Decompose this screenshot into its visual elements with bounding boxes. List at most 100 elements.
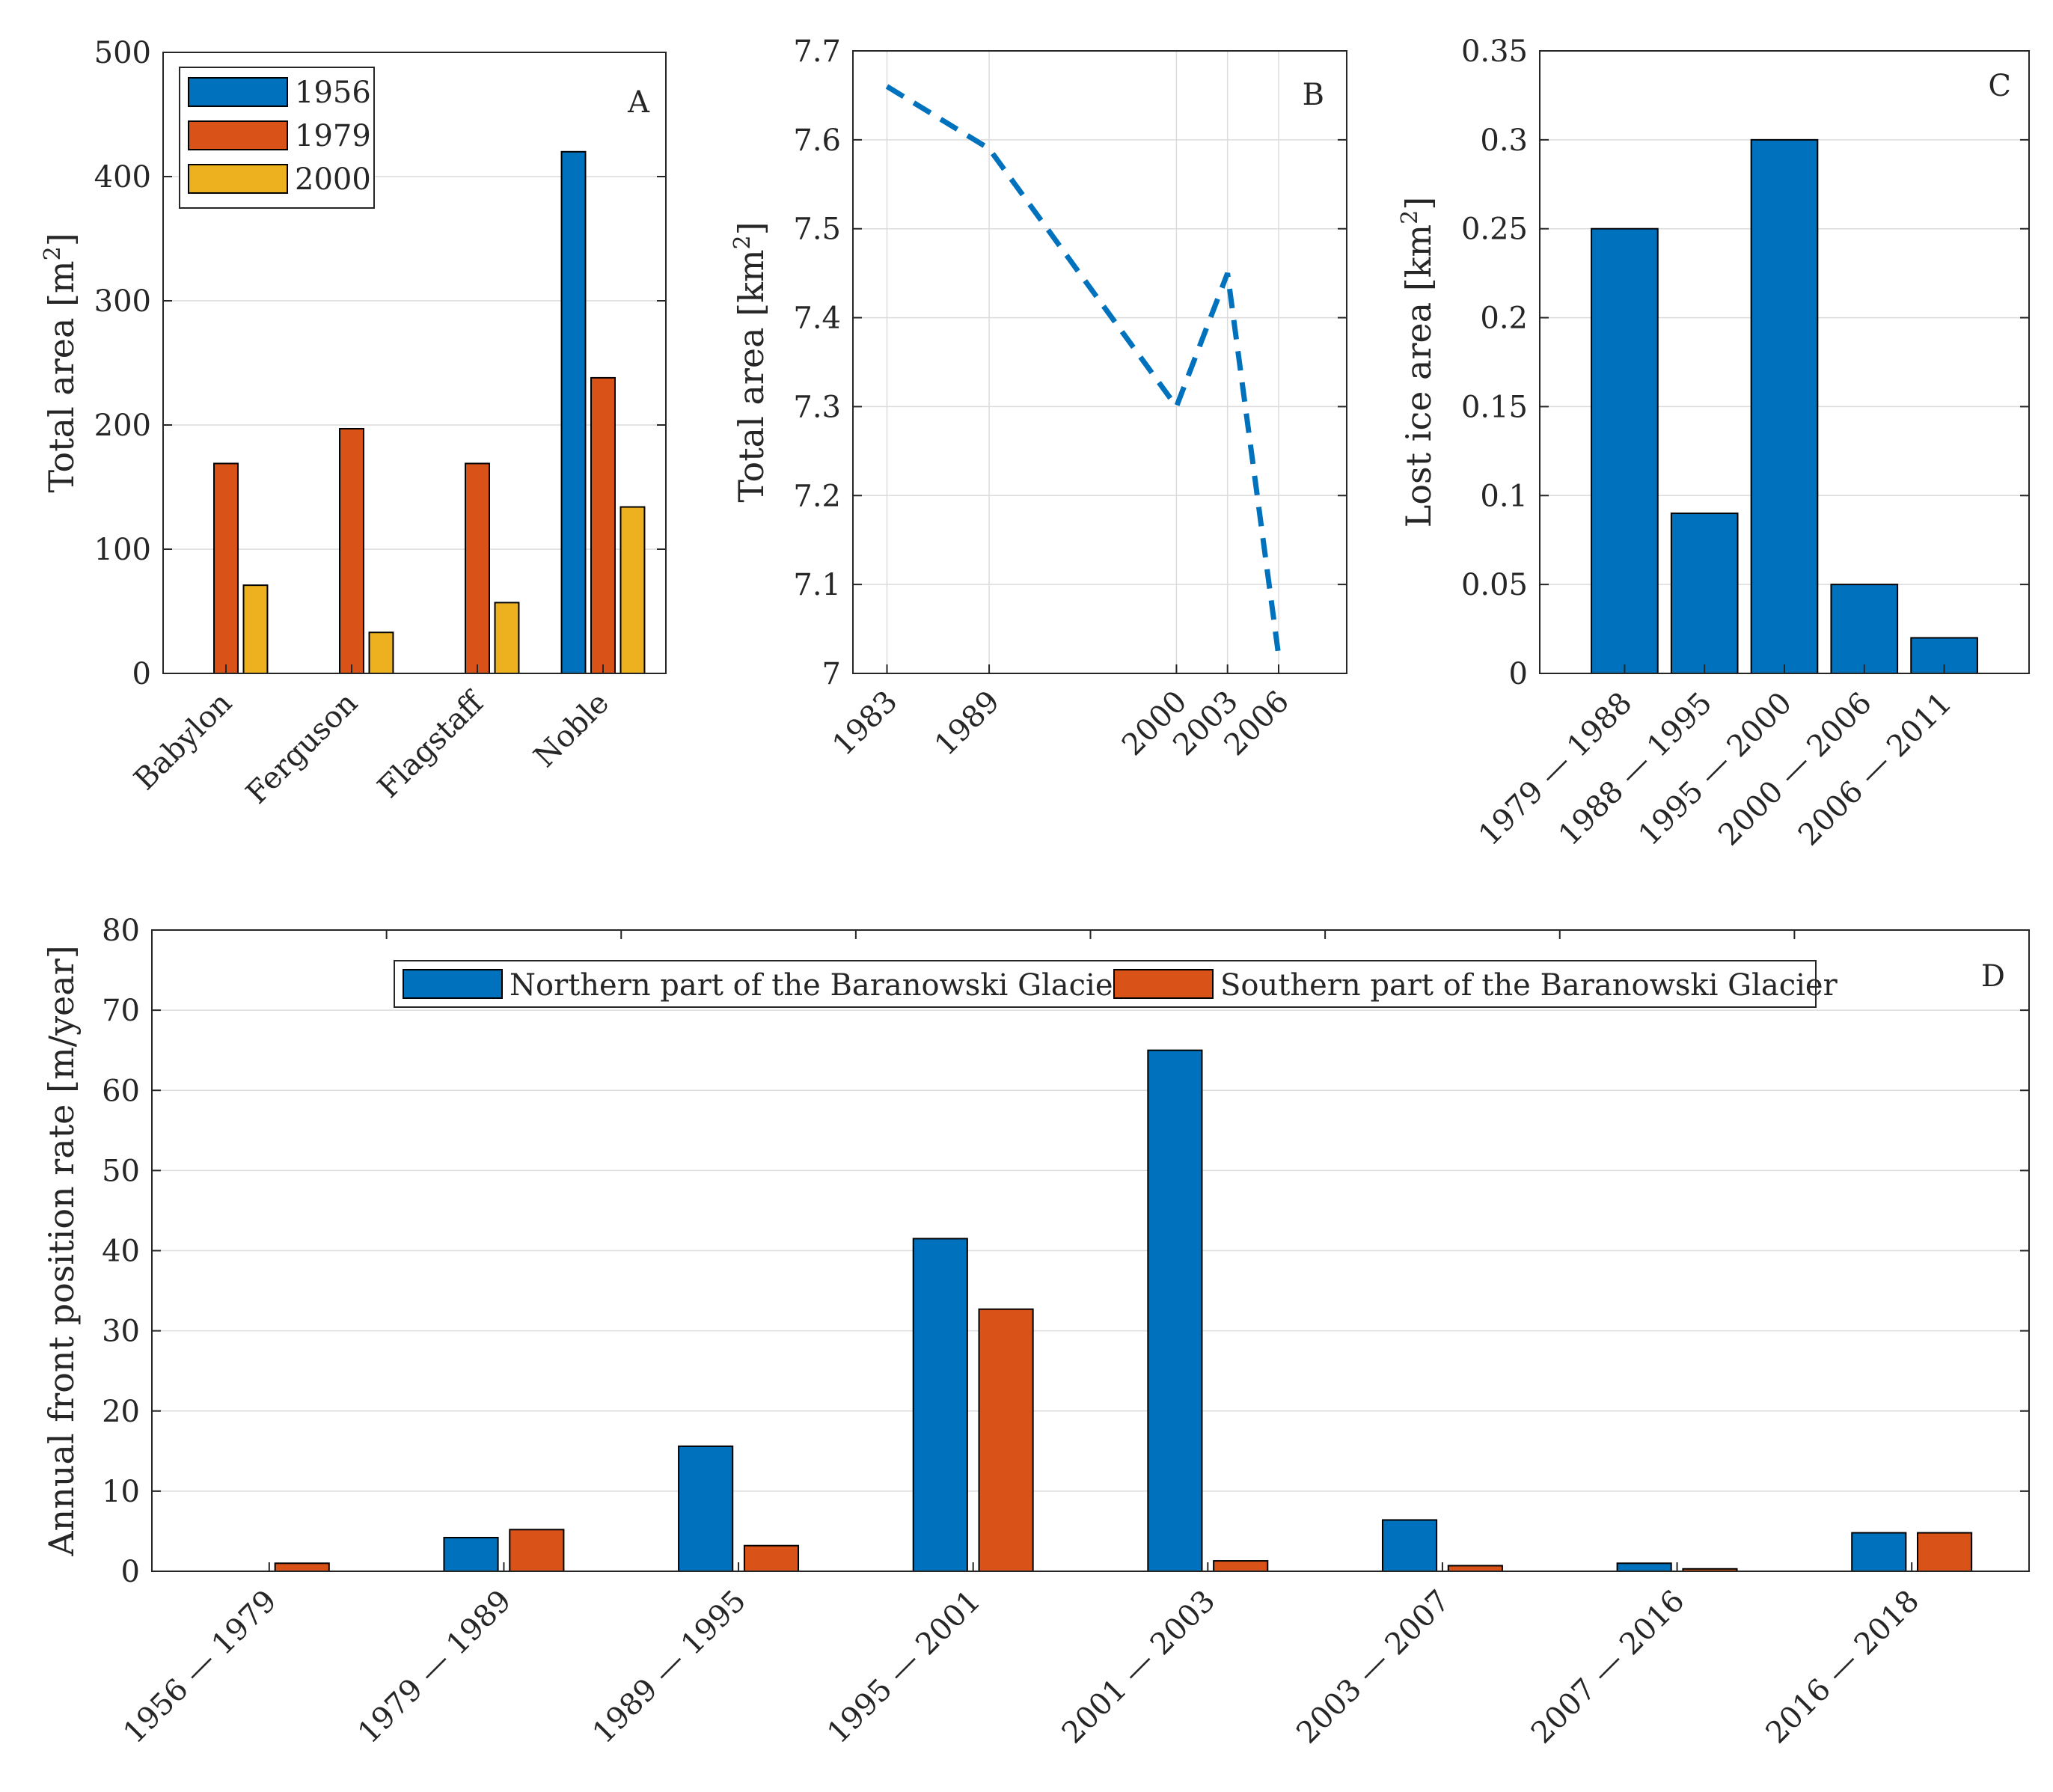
y-tick-label: 80 — [102, 914, 140, 948]
bar-northern — [1147, 1049, 1203, 1572]
x-tick-label: Flagstaff — [371, 685, 492, 805]
y-tick-label: 100 — [94, 533, 151, 567]
x-tick-label: 1989 — [928, 685, 1007, 763]
bar-1979 — [590, 376, 616, 674]
panel-letter: C — [1988, 69, 2011, 103]
y-tick-label: 7.3 — [793, 390, 841, 424]
y-tick-label: 70 — [102, 994, 140, 1028]
y-tick-label: 0.1 — [1480, 479, 1528, 513]
bar-southern — [1213, 1560, 1269, 1572]
y-axis-label-superscript: 2 — [729, 235, 756, 249]
bar-southern — [274, 1562, 330, 1573]
y-tick-label: 20 — [102, 1395, 140, 1429]
y-tick-label: 60 — [102, 1074, 140, 1108]
legend-label: Southern part of the Baranowski Glacier — [1220, 968, 1838, 1003]
panel-letter: D — [1981, 959, 2005, 994]
bar-southern — [743, 1544, 800, 1572]
y-axis-label-text: Annual front position rate [m/year] — [41, 945, 82, 1556]
bar-northern — [443, 1537, 499, 1573]
y-tick-label: 0 — [1509, 657, 1528, 691]
legend-label: 2000 — [295, 162, 371, 197]
y-axis-label: Lost ice area [km2] — [1397, 197, 1439, 527]
series-line — [885, 84, 1282, 656]
x-tick-label: 1989 — 1995 — [586, 1584, 753, 1751]
y-axis-label-text: Total area [m — [41, 260, 82, 492]
legend-box — [394, 960, 1817, 1008]
y-tick-label: 7.5 — [793, 212, 841, 247]
bar-2000 — [368, 632, 394, 674]
bar-northern — [912, 1238, 968, 1573]
bar-1979 — [465, 462, 490, 675]
axes-box — [151, 929, 2030, 1572]
axes-box — [852, 50, 1347, 674]
legend: 1956 1979 2000 — [179, 67, 375, 209]
y-axis-label-text: Lost ice area [km — [1398, 224, 1439, 527]
bar-1979 — [339, 427, 364, 674]
axes-box — [1539, 50, 2030, 674]
bar-2000 — [494, 602, 520, 675]
legend-swatch — [188, 77, 288, 107]
y-tick-label: 7.2 — [793, 479, 841, 513]
y-axis-label: Total area [m2] — [40, 233, 82, 492]
panel-d: 0 10 20 30 40 50 60 70 80 Annual front position r… — [41, 914, 2030, 1751]
x-tick-label: 2003 — 2007 — [1290, 1584, 1457, 1751]
legend-swatch — [188, 120, 288, 150]
y-axis-label-close: ] — [1398, 197, 1439, 210]
bar-southern — [978, 1308, 1034, 1573]
y-axis-label-close: ] — [731, 221, 771, 235]
y-tick-label: 7.1 — [793, 568, 841, 602]
y-tick-label: 300 — [94, 284, 151, 319]
legend-label: 1979 — [295, 119, 371, 153]
y-axis-label: Annual front position rate [m/year] — [41, 945, 82, 1556]
y-axis-label-superscript: 2 — [40, 246, 66, 260]
legend-label: Northern part of the Baranowski Glacier — [510, 968, 1128, 1003]
bar-1979 — [213, 462, 239, 675]
legend-swatch — [403, 969, 503, 999]
bar — [1830, 584, 1899, 675]
x-tick-label: 2001 — 2003 — [1056, 1584, 1223, 1751]
y-tick-label: 30 — [102, 1315, 140, 1349]
legend-label: 1956 — [295, 76, 371, 110]
y-tick-label: 0.25 — [1461, 212, 1528, 247]
y-tick-label: 0.3 — [1480, 123, 1528, 158]
y-tick-label: 500 — [94, 36, 151, 70]
y-tick-label: 50 — [102, 1154, 140, 1188]
panel-b: 7 7.1 7.2 7.3 7.4 7.5 7.6 7.7 Total area [km2] 19… — [729, 34, 1347, 762]
y-tick-label: 0.35 — [1461, 34, 1528, 69]
legend: Northern part of the Baranowski Glacier S… — [394, 960, 1838, 1008]
y-tick-label: 0 — [121, 1555, 140, 1589]
bar-northern — [1616, 1562, 1672, 1573]
bar — [1591, 227, 1659, 674]
y-axis-label-text: Total area [km — [731, 249, 771, 502]
bar — [1670, 513, 1739, 674]
bar — [1750, 138, 1819, 675]
y-tick-label: 0.2 — [1480, 302, 1528, 336]
bar-northern — [678, 1445, 734, 1573]
y-tick-label: 7.6 — [793, 123, 841, 158]
y-tick-label: 0.05 — [1461, 568, 1528, 602]
panel-letter: B — [1303, 78, 1324, 112]
bar-southern — [1917, 1532, 1973, 1573]
x-tick-label: Noble — [527, 686, 616, 774]
panel-c: 0 0.05 0.1 0.15 0.2 0.25 0.3 0.35 Lost ice area … — [1397, 34, 2030, 852]
y-tick-label: 40 — [102, 1235, 140, 1269]
y-tick-label: 400 — [94, 160, 151, 195]
x-tick-label: 2016 — 2018 — [1759, 1584, 1926, 1751]
x-tick-label: 1956 — 1979 — [117, 1584, 284, 1751]
y-tick-label: 7.7 — [793, 34, 841, 69]
y-tick-label: 200 — [94, 409, 151, 443]
x-tick-label: Babylon — [128, 686, 239, 798]
y-tick-label: 10 — [102, 1475, 140, 1509]
y-tick-label: 0 — [132, 657, 151, 691]
bar-northern — [1851, 1532, 1907, 1573]
legend-swatch — [1113, 969, 1214, 999]
axes-box — [162, 52, 667, 674]
x-tick-label: 1995 — 2001 — [821, 1584, 988, 1751]
y-tick-label: 0.15 — [1461, 390, 1528, 424]
x-tick-label: 2007 — 2016 — [1525, 1584, 1692, 1751]
y-tick-label: 7.4 — [793, 302, 841, 336]
x-tick-label: 1983 — [826, 685, 905, 763]
x-tick-label: 1979 — 1989 — [352, 1584, 518, 1751]
panel-a: 0 100 200 300 400 500 Total area [m2] Babylon Fe… — [40, 36, 667, 810]
y-tick-label: 7 — [822, 657, 841, 691]
